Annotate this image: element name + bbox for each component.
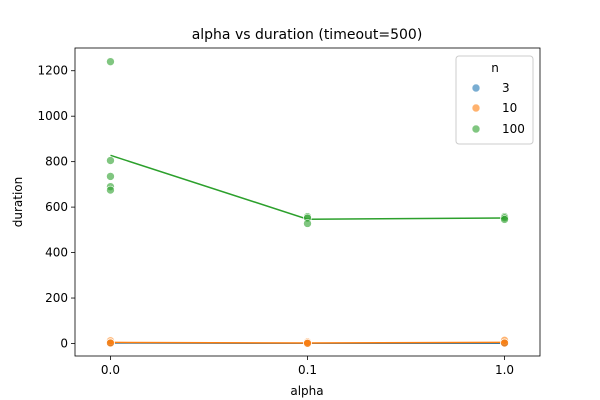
legend-marker-0 xyxy=(471,83,481,93)
legend-marker-2 xyxy=(471,124,481,134)
marks-layer xyxy=(106,57,509,348)
legend-marker-1 xyxy=(471,103,481,113)
y-tick-label: 400 xyxy=(45,246,68,260)
data-point xyxy=(303,338,312,348)
data-point xyxy=(106,172,115,181)
x-tick-label: 0.1 xyxy=(298,363,317,377)
series-10 xyxy=(106,336,509,348)
y-tick-label: 600 xyxy=(45,200,68,214)
y-axis-ticks: 0 200 400 600 800 1000 1200 xyxy=(37,64,75,350)
legend-label-0: 3 xyxy=(502,81,510,95)
y-axis-label: duration xyxy=(11,177,25,228)
legend-frame xyxy=(455,55,534,145)
y-tick-label: 1200 xyxy=(37,64,68,78)
x-axis-ticks: 0.0 0.1 1.0 xyxy=(101,356,514,377)
y-tick-label: 1000 xyxy=(37,109,68,123)
series-line-100 xyxy=(110,154,505,220)
chart-title: alpha vs duration (timeout=500) xyxy=(192,27,423,43)
data-point xyxy=(106,57,115,66)
legend: n 3 10 100 xyxy=(455,55,534,145)
series-100 xyxy=(106,57,509,228)
data-point xyxy=(303,219,312,228)
data-point xyxy=(500,215,509,224)
legend-label-1: 10 xyxy=(502,101,517,115)
data-point xyxy=(106,156,115,165)
data-point xyxy=(106,185,115,195)
y-tick-label: 0 xyxy=(60,336,68,350)
x-axis-label: alpha xyxy=(290,384,323,398)
data-point xyxy=(500,338,509,348)
x-tick-label: 1.0 xyxy=(495,363,514,377)
y-tick-label: 200 xyxy=(45,291,68,305)
x-tick-label: 0.0 xyxy=(101,363,120,377)
data-point xyxy=(106,338,115,348)
y-tick-label: 800 xyxy=(45,155,68,169)
legend-label-2: 100 xyxy=(502,122,525,136)
legend-title: n xyxy=(491,61,499,75)
